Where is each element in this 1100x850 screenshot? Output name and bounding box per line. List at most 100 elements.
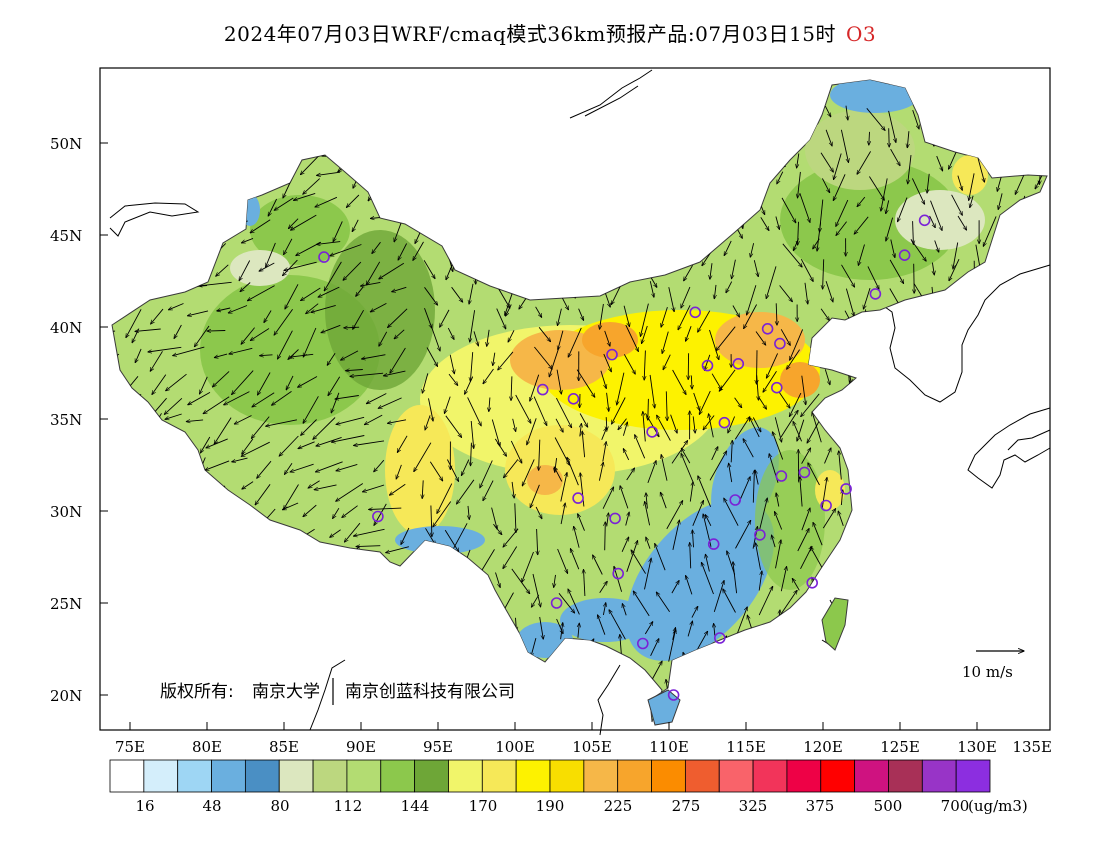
wind-vector-icon (910, 239, 926, 261)
wind-vector-icon (869, 176, 884, 201)
colorbar-label: 325 (739, 797, 768, 815)
wind-vector-icon (951, 194, 963, 216)
wind-vector-icon (576, 369, 595, 398)
wind-vector-icon (780, 329, 790, 345)
wind-vector-icon (625, 512, 630, 526)
wind-vector-icon (446, 264, 453, 280)
colorbar-label: 375 (806, 797, 835, 815)
wind-vector-icon (341, 350, 359, 360)
city-marker-icon (898, 249, 911, 261)
wind-vector-icon (733, 562, 738, 594)
wind-vector-icon (422, 480, 423, 498)
wind-vector-icon (782, 243, 802, 267)
wind-vector-icon (241, 237, 254, 243)
wind-vector-icon (374, 459, 385, 472)
wind-vector-icon (333, 221, 343, 241)
wind-vector-icon (736, 607, 748, 636)
wind-vector-icon (889, 128, 890, 147)
wind-vector-icon (491, 419, 500, 447)
wind-vector-icon (929, 215, 936, 228)
wind-vector-icon (912, 109, 919, 129)
wind-vector-icon (531, 637, 537, 657)
wind-vector-icon (240, 282, 251, 292)
wind-vector-icon (792, 578, 800, 591)
wind-vector-icon (602, 442, 606, 462)
wind-vector-icon (686, 576, 693, 595)
wind-vector-icon (353, 309, 364, 329)
wind-vector-icon (841, 264, 855, 287)
wind-vector-icon (649, 281, 654, 297)
wind-vector-icon (362, 354, 386, 359)
wind-vector-icon (331, 392, 340, 413)
wind-vector-icon (599, 581, 608, 594)
wind-vector-icon (495, 572, 501, 588)
wind-vector-icon (372, 241, 381, 253)
wind-vector-icon (321, 324, 341, 332)
wind-vector-icon (600, 303, 604, 329)
wind-vector-icon (285, 284, 299, 309)
wind-vector-icon (686, 326, 692, 341)
wind-vector-icon (593, 555, 603, 575)
wind-vector-icon (839, 451, 842, 480)
wind-vector-icon (578, 308, 584, 321)
wind-vector-icon (447, 327, 454, 339)
wind-vector-icon (224, 391, 250, 405)
wind-vector-icon (168, 303, 184, 310)
wind-vector-icon (790, 329, 804, 360)
wind-vector-icon (825, 129, 832, 146)
wind-vector-icon (234, 415, 252, 425)
wind-vector-icon (465, 376, 474, 395)
city-marker-icon (869, 288, 882, 300)
wind-vector-icon (710, 263, 713, 279)
city-marker-icon (536, 383, 549, 396)
wind-vector-icon (294, 192, 316, 200)
lat-label: 35N (50, 411, 82, 429)
city-marker-icon (372, 510, 384, 523)
colorbar-swatch (854, 759, 889, 793)
wind-vector-icon (820, 308, 829, 321)
wind-vector-icon (911, 178, 924, 204)
wind-vector-icon (151, 308, 164, 324)
wind-vector-icon (503, 528, 519, 547)
wind-vector-icon (511, 376, 512, 400)
wind-vector-icon (886, 200, 890, 213)
wind-vector-icon (713, 581, 724, 613)
wind-vector-icon (360, 281, 381, 286)
wind-vector-icon (311, 304, 336, 312)
colorbar-swatch (177, 759, 212, 793)
lon-label: 100E (495, 738, 535, 756)
wind-vector-icon (217, 307, 231, 311)
wind-vector-icon (333, 507, 340, 518)
city-marker-icon (798, 466, 811, 479)
wind-vector-icon (890, 239, 895, 258)
colorbar-swatch (617, 759, 652, 793)
wind-vector-icon (913, 221, 914, 244)
wind-vector-icon (735, 520, 751, 549)
wind-vector-icon (662, 331, 669, 354)
colorbar-swatch (921, 759, 957, 793)
wind-vector-icon (150, 351, 163, 371)
wind-vector-icon (232, 457, 248, 462)
wind-vector-icon (135, 348, 142, 363)
wind-vector-icon (927, 173, 930, 193)
wind-vector-icon (556, 369, 561, 394)
wind-vector-icon (813, 238, 820, 249)
copyright-org2: 南京创蓝科技有限公司 (345, 682, 515, 702)
colorbar-swatch (549, 759, 585, 793)
wind-vector-icon (663, 354, 671, 370)
wind-vector-icon (622, 604, 627, 616)
wind-vector-icon (650, 639, 659, 656)
wind-vector-icon (278, 330, 293, 359)
wind-vector-icon (755, 331, 766, 346)
wind-vector-icon (470, 420, 474, 448)
wind-vector-icon (824, 105, 831, 117)
colorbar-swatch (346, 759, 382, 793)
wind-vector-icon (734, 397, 742, 408)
copyright-label: 版权所有: (160, 682, 234, 702)
wind-vector-icon (549, 347, 560, 377)
wind-vector-icon (200, 376, 208, 394)
wind-vector-icon (757, 375, 759, 400)
wind-vector-icon (493, 352, 495, 366)
wind-vector-icon (817, 222, 822, 252)
wind-vector-icon (398, 243, 408, 261)
